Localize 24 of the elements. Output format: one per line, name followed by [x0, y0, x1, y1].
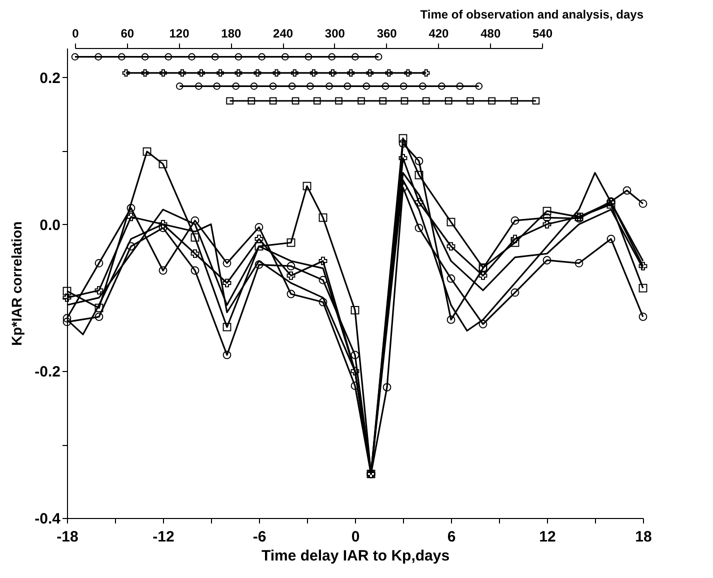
y-tick-label: -0.4 — [34, 510, 62, 528]
x-tick-label: 18 — [635, 528, 652, 546]
x2-tick-label: 0 — [72, 26, 80, 40]
x2-axis-title: Time of observation and analysis, days — [420, 8, 644, 22]
x-tick-label: -18 — [56, 528, 78, 546]
y-tick-label: 0.0 — [40, 216, 60, 234]
y-axis-title: Kp*IAR correlation — [8, 221, 25, 346]
x2-tick-label: 480 — [480, 26, 501, 40]
x-axis-title: Time delay IAR to Kp,days — [261, 548, 450, 564]
x-tick-label: -12 — [152, 528, 174, 546]
x2-tick-label: 420 — [428, 26, 450, 40]
x2-tick-label: 180 — [221, 26, 242, 40]
y-tick-label: -0.2 — [34, 364, 60, 381]
x2-tick-label: 540 — [532, 26, 553, 40]
x2-tick-label: 240 — [273, 26, 294, 40]
x-tick-label: 6 — [447, 528, 456, 546]
y-tick-label: 0.2 — [40, 70, 60, 87]
x2-tick-label: 60 — [120, 26, 134, 40]
x-tick-label: 12 — [539, 528, 556, 546]
x-tick-label: -6 — [252, 528, 266, 546]
x2-tick-label: 360 — [376, 26, 398, 40]
x-tick-label: 0 — [351, 528, 360, 546]
x2-tick-label: 120 — [169, 26, 190, 40]
x2-tick-label: 300 — [324, 26, 346, 40]
